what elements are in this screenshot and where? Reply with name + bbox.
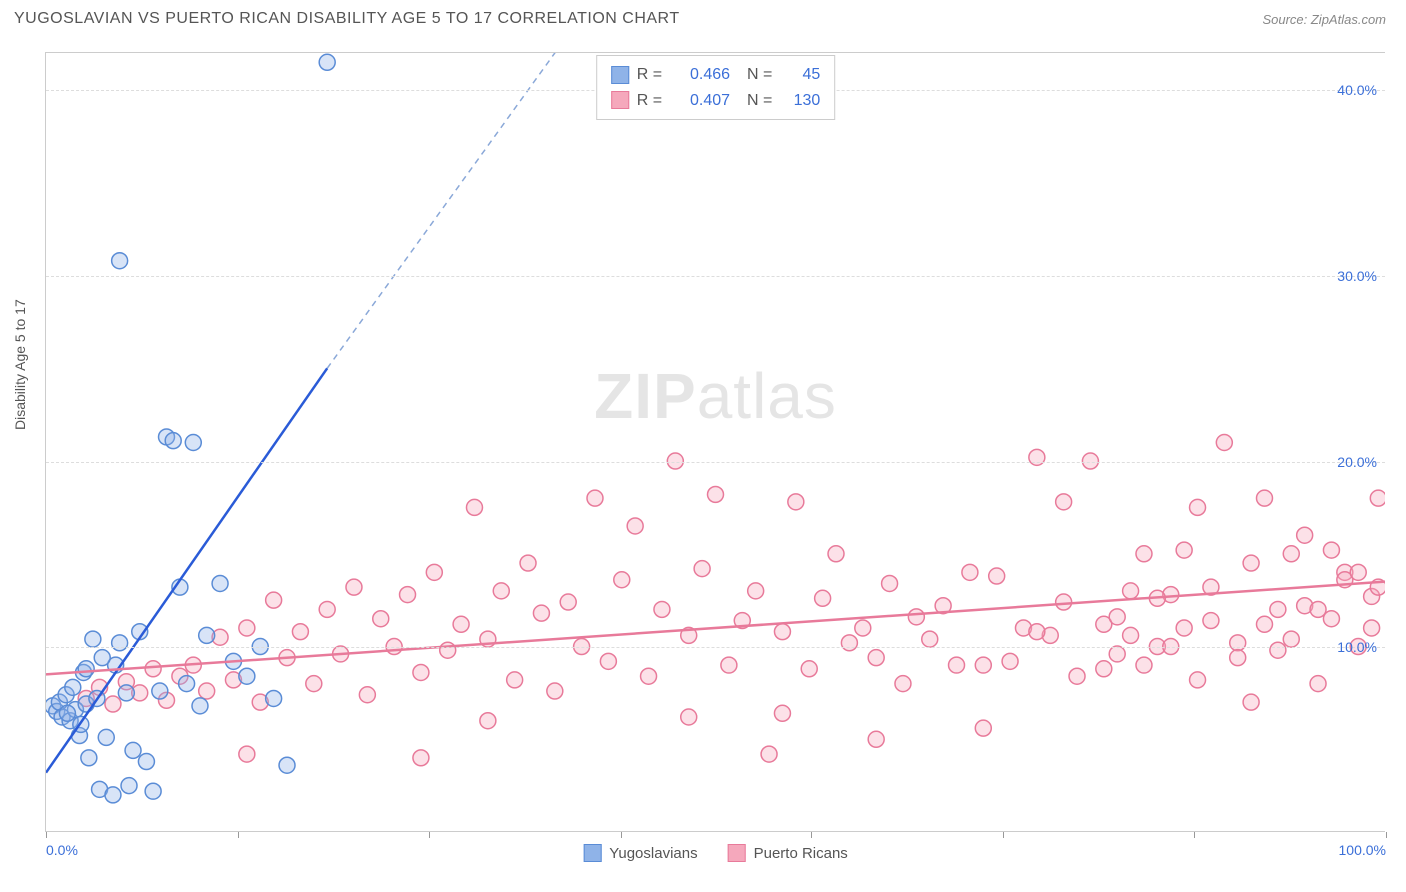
stats-row-pr: R = 0.407 N = 130 <box>611 88 821 114</box>
scatter-plot-svg <box>46 53 1385 832</box>
stat-r-yugo: 0.466 <box>670 62 730 88</box>
source-attribution: Source: ZipAtlas.com <box>1262 12 1386 27</box>
swatch-pr <box>611 91 629 109</box>
stat-n-yugo: 45 <box>780 62 820 88</box>
stat-r-label: R = <box>637 62 662 88</box>
legend-item-yugo: Yugoslavians <box>583 844 697 862</box>
stat-r-pr: 0.407 <box>670 88 730 114</box>
y-axis-label: Disability Age 5 to 17 <box>12 299 28 430</box>
legend-label-pr: Puerto Ricans <box>754 845 848 862</box>
chart-plot-area: ZIPatlas 10.0%20.0%30.0%40.0% 0.0%100.0%… <box>45 52 1385 832</box>
chart-header: YUGOSLAVIAN VS PUERTO RICAN DISABILITY A… <box>0 0 1406 34</box>
stats-row-yugo: R = 0.466 N = 45 <box>611 62 821 88</box>
legend-swatch-yugo <box>583 844 601 862</box>
swatch-yugo <box>611 66 629 84</box>
stat-n-label2: N = <box>738 88 772 114</box>
legend: Yugoslavians Puerto Ricans <box>583 844 848 862</box>
stat-n-pr: 130 <box>780 88 820 114</box>
correlation-stats-box: R = 0.466 N = 45 R = 0.407 N = 130 <box>596 55 836 120</box>
legend-item-pr: Puerto Ricans <box>728 844 848 862</box>
stat-n-label: N = <box>738 62 772 88</box>
stat-r-label2: R = <box>637 88 662 114</box>
x-axis-line <box>46 831 1385 832</box>
legend-label-yugo: Yugoslavians <box>609 845 697 862</box>
chart-title: YUGOSLAVIAN VS PUERTO RICAN DISABILITY A… <box>14 10 680 28</box>
legend-swatch-pr <box>728 844 746 862</box>
